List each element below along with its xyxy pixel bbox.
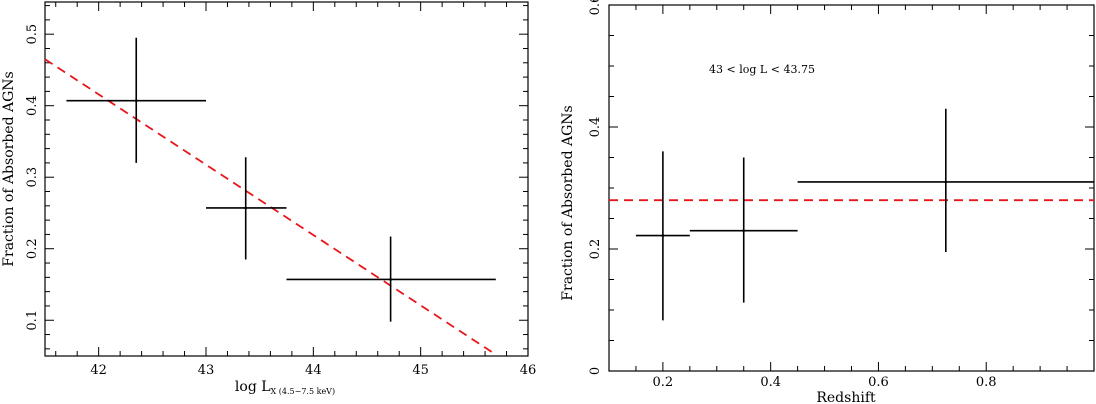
right-chart-y-tick-label: 0.6 bbox=[588, 0, 603, 15]
left-chart-xlabel-main: log L bbox=[235, 379, 271, 395]
left-chart-data-point bbox=[134, 99, 138, 102]
left-chart-y-tick-label: 0.4 bbox=[25, 95, 40, 116]
left-chart-x-tick-label: 45 bbox=[412, 363, 429, 378]
right-chart-x-tick-label: 0.6 bbox=[868, 375, 889, 390]
right-chart-panel: Redshift Fraction of Absorbed AGNs 43 < … bbox=[560, 0, 1095, 404]
left-chart-xlabel-subscript: X (4.5−7.5 keV) bbox=[271, 387, 336, 396]
left-chart-fit-line bbox=[44, 58, 497, 356]
right-chart-data-point bbox=[944, 180, 948, 184]
left-chart-data-point bbox=[244, 206, 248, 210]
right-chart-data-point bbox=[661, 234, 665, 237]
right-chart-x-tick-label: 0.8 bbox=[976, 375, 997, 390]
left-chart-y-tick-label: 0.5 bbox=[25, 24, 40, 45]
left-chart-x-tick-label: 42 bbox=[90, 363, 107, 378]
right-chart-ylabel: Fraction of Absorbed AGNs bbox=[560, 105, 576, 300]
left-chart-x-tick-label: 44 bbox=[305, 363, 322, 378]
right-chart-x-tick-label: 0.4 bbox=[760, 375, 781, 390]
left-chart-y-tick-label: 0.1 bbox=[25, 310, 40, 331]
right-chart-data-point bbox=[742, 229, 746, 232]
left-chart-panel: log LX (4.5−7.5 keV) Fraction of Absorbe… bbox=[1, 1, 537, 396]
left-chart-xlabel: log LX (4.5−7.5 keV) bbox=[235, 379, 335, 396]
right-chart-frame bbox=[608, 4, 1095, 372]
left-chart-data-point bbox=[389, 278, 392, 281]
right-chart-y-tick-label: 0.2 bbox=[588, 239, 603, 260]
left-chart-y-tick-label: 0.2 bbox=[25, 238, 40, 259]
right-chart-xlabel: Redshift bbox=[816, 390, 876, 404]
left-chart-y-tick-label: 0.3 bbox=[25, 167, 40, 188]
right-chart-x-tick-label: 0.2 bbox=[653, 375, 674, 390]
left-chart-ylabel: Fraction of Absorbed AGNs bbox=[1, 71, 17, 266]
right-chart-annotation: 43 < log L < 43.75 bbox=[709, 63, 815, 76]
right-chart-y-tick-label: 0 bbox=[588, 367, 603, 375]
right-chart-y-tick-label: 0.4 bbox=[588, 117, 603, 138]
left-chart-x-tick-label: 43 bbox=[198, 363, 215, 378]
left-chart-x-tick-label: 46 bbox=[520, 363, 537, 378]
left-chart-frame bbox=[44, 1, 529, 357]
